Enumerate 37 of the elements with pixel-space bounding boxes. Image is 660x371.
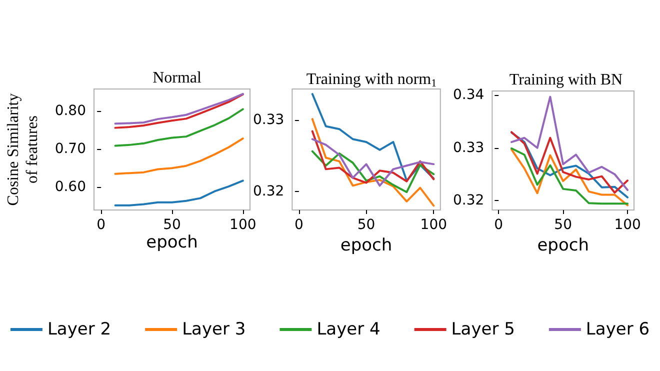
x-tick-label: 0 (494, 217, 504, 233)
legend-label: Layer 2 (47, 320, 112, 340)
y-tick-label: 0.33 (253, 112, 284, 128)
x-tick-label: 100 (230, 217, 256, 233)
legend-label: Layer 3 (182, 320, 246, 340)
x-axis-title: epoch (146, 232, 198, 252)
x-axis-title: epoch (537, 235, 589, 256)
x-tick-label: 50 (163, 217, 181, 233)
chart-title: Training with BN (509, 72, 624, 88)
legend-label: Layer 6 (586, 320, 650, 340)
line-series (114, 108, 244, 147)
y-tick-label: 0.80 (54, 103, 86, 120)
y-tick-label: 0.60 (54, 179, 86, 196)
x-tick-label: 0 (294, 217, 304, 233)
line-series (311, 93, 435, 182)
y-axis-title: Cosine Similarity of features (5, 93, 41, 206)
y-tick-label: 0.33 (453, 140, 484, 156)
y-tick-label: 0.34 (453, 87, 484, 104)
y-tick-label: 0.32 (253, 183, 284, 200)
x-tick-label: 50 (357, 217, 376, 233)
line-series (311, 130, 435, 184)
legend-label: Layer 4 (316, 320, 380, 340)
y-tick-label: 0.32 (453, 192, 484, 209)
legend-label: Layer 5 (451, 320, 515, 340)
line-series (510, 96, 629, 191)
x-tick-label: 100 (614, 217, 641, 233)
line-series (311, 138, 435, 187)
line-series (311, 150, 435, 194)
chart-title: Normal (152, 70, 202, 86)
x-tick-label: 100 (420, 217, 448, 233)
line-series (311, 118, 435, 207)
x-tick-label: 0 (96, 217, 106, 233)
y-tick-label: 0.70 (54, 141, 86, 158)
x-axis-title: epoch (340, 235, 392, 256)
line-series (114, 137, 244, 175)
line-series (114, 180, 244, 206)
x-tick-label: 50 (554, 217, 572, 233)
